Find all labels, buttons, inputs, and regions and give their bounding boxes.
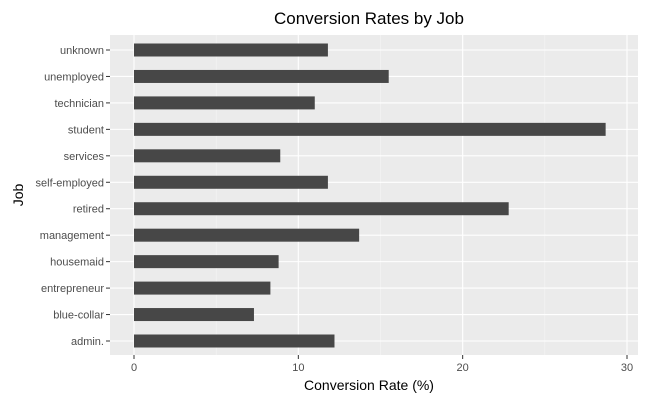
y-tick-label: admin. <box>71 336 104 348</box>
y-tick-label: unemployed <box>44 71 104 83</box>
y-tick-label: services <box>64 151 105 163</box>
bar <box>134 96 315 110</box>
y-tick-label: student <box>68 124 104 136</box>
bar <box>134 69 389 83</box>
bar <box>134 43 328 57</box>
y-tick-label: technician <box>54 98 104 110</box>
bar <box>134 149 281 163</box>
plot-panel <box>110 35 638 355</box>
bar <box>134 228 360 242</box>
bar <box>134 334 335 348</box>
y-tick-label: management <box>40 230 104 242</box>
y-tick-label: self-employed <box>36 177 104 189</box>
x-tick-label: 20 <box>457 362 469 374</box>
chart-title: Conversion Rates by Job <box>274 9 464 28</box>
y-tick-label: housemaid <box>50 257 104 269</box>
x-tick-label: 10 <box>292 362 304 374</box>
bar <box>134 255 279 269</box>
bar <box>134 281 271 295</box>
y-tick-label: entrepreneur <box>41 283 104 295</box>
bar <box>134 308 254 322</box>
x-tick-label: 30 <box>621 362 633 374</box>
y-axis: admin. blue-collar entrepreneur housemaid ma… <box>36 45 110 348</box>
x-axis-title: Conversion Rate (%) <box>304 377 434 393</box>
bars <box>134 43 606 348</box>
bar <box>134 202 509 216</box>
x-tick-label: 0 <box>131 362 137 374</box>
y-tick-label: retired <box>73 204 104 216</box>
x-axis: 0 10 20 30 <box>131 355 633 374</box>
bar <box>134 122 606 136</box>
y-axis-title: Job <box>10 184 26 207</box>
y-tick-label: unknown <box>60 45 104 57</box>
bar <box>134 175 328 189</box>
y-tick-label: blue-collar <box>53 310 104 322</box>
